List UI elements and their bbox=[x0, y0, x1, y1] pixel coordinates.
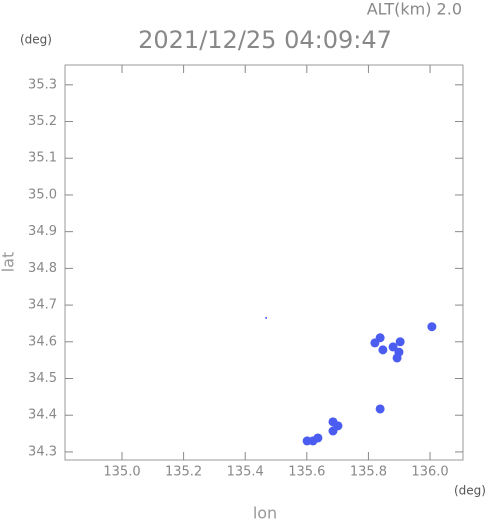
echo bbox=[388, 342, 398, 352]
x-tick-label: 135.6 bbox=[288, 465, 325, 480]
y-tick-label: 34.4 bbox=[28, 408, 57, 423]
y-tick-label: 35.3 bbox=[28, 77, 57, 92]
y-tick-label: 34.5 bbox=[28, 371, 57, 386]
y-tick-label: 34.9 bbox=[28, 224, 57, 239]
echo bbox=[265, 316, 268, 319]
y-tick-label: 35.2 bbox=[28, 114, 57, 129]
x-tick-label: 135.0 bbox=[103, 465, 140, 480]
x-tick-label: 135.2 bbox=[165, 465, 202, 480]
plot-frame bbox=[64, 64, 464, 461]
echo bbox=[313, 433, 323, 443]
echo bbox=[378, 345, 388, 355]
subtitle: ALT(km) 2.0 bbox=[367, 0, 462, 19]
echo bbox=[375, 404, 385, 414]
y-tick-label: 34.3 bbox=[28, 444, 57, 459]
y-unit: (deg) bbox=[20, 33, 52, 47]
x-tick-label: 135.8 bbox=[350, 465, 387, 480]
y-tick-label: 34.6 bbox=[28, 334, 57, 349]
echo bbox=[302, 436, 312, 446]
x-label: lon bbox=[253, 504, 277, 521]
x-tick-label: 136.0 bbox=[411, 465, 448, 480]
echo bbox=[392, 353, 402, 363]
x-unit: (deg) bbox=[454, 484, 486, 498]
y-tick-label: 34.8 bbox=[28, 261, 57, 276]
echo bbox=[328, 417, 338, 427]
y-tick-label: 34.7 bbox=[28, 298, 57, 313]
echo bbox=[395, 337, 405, 347]
y-tick-label: 35.0 bbox=[28, 187, 57, 202]
echo bbox=[427, 322, 437, 332]
y-label: lat bbox=[0, 252, 18, 273]
chart-title: 2021/12/25 04:09:47 bbox=[138, 26, 392, 54]
y-tick-label: 35.1 bbox=[28, 151, 57, 166]
x-tick-label: 135.4 bbox=[227, 465, 264, 480]
echo bbox=[375, 333, 385, 343]
